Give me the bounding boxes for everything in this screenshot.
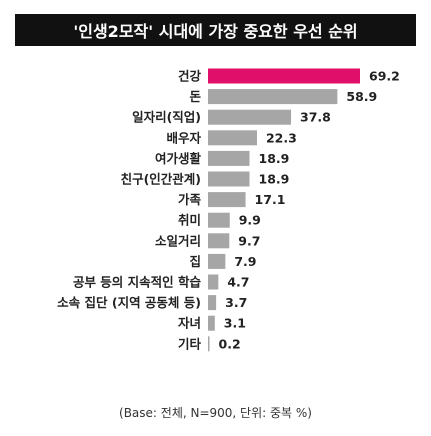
bar [208,212,230,228]
value-label: 3.7 [225,295,247,310]
value-label: 18.9 [259,172,290,187]
value-label: 58.9 [346,89,377,104]
category-label: 건강 [178,69,202,84]
value-label: 3.1 [224,316,246,331]
value-label: 9.7 [238,233,260,248]
value-label: 22.3 [266,130,297,145]
category-label: 배우자 [166,130,201,145]
value-label: 7.9 [234,254,256,269]
category-label: 돈 [189,89,201,104]
bar [208,315,215,331]
bar [208,89,338,105]
bar [208,68,360,84]
value-label: 37.8 [300,110,331,125]
value-label: 18.9 [259,151,290,166]
bar [208,253,226,269]
category-label: 일자리(직업) [132,110,201,125]
bar [208,192,246,208]
bar [208,171,250,187]
category-label: 여가생활 [155,151,202,166]
bar-chart: 건강 69.2 돈 58.9 일자리(직업) 37.8 배우자 22.3 여가생활 18.9 친구(… [57,68,400,352]
bar [208,130,257,146]
value-label: 17.1 [255,192,286,207]
bar [208,274,219,290]
value-label: 9.9 [239,213,261,228]
chart-title: '인생2모작' 시대에 가장 중요한 우선 순위 [15,14,416,46]
bar [208,336,210,352]
footnote: (Base: 전체, N=900, 단위: 중복 %) [119,406,312,420]
value-label: 69.2 [369,69,400,84]
value-label: 0.2 [219,336,241,351]
bar [208,295,217,311]
category-label: 자녀 [178,316,201,331]
category-label: 공부 등의 지속적인 학습 [73,275,202,290]
category-label: 집 [189,254,201,269]
bar [208,233,230,249]
category-label: 가족 [178,192,202,207]
category-label: 취미 [178,213,201,228]
bar [208,109,292,125]
category-label: 소속 집단 (지역 공동체 등) [57,295,201,310]
category-label: 친구(인간관계) [121,172,201,187]
category-label: 소일거리 [155,233,201,248]
value-label: 4.7 [227,275,249,290]
category-label: 기타 [178,336,202,351]
bar [208,150,250,166]
